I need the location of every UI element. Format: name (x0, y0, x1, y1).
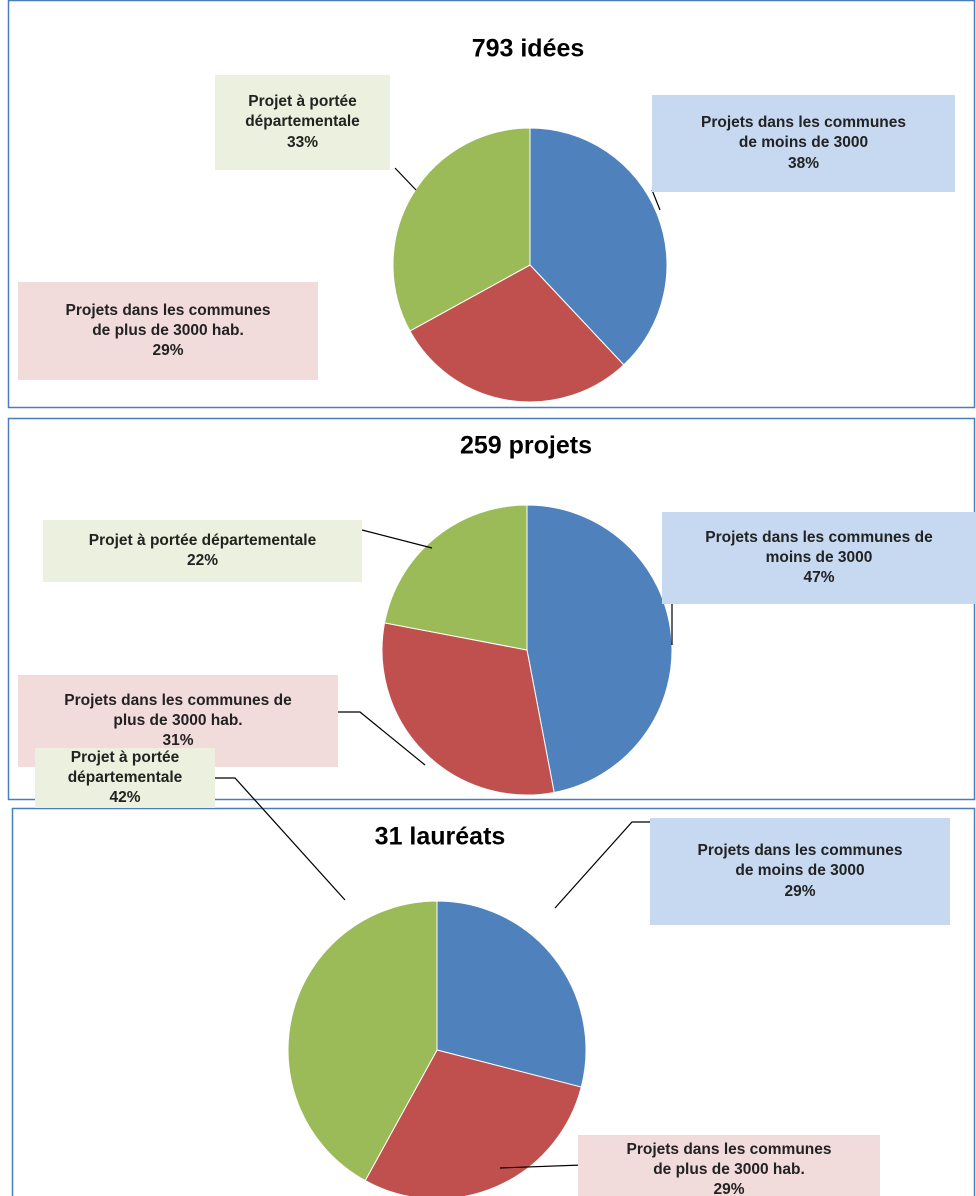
pie-slice (529, 127, 668, 366)
pie-slice (381, 622, 555, 796)
category-label: Projets dans les communes de plus de 300… (64, 691, 292, 729)
category-label: Projet à portée départementale (67, 748, 183, 786)
chart-title: 31 lauréats (375, 823, 506, 851)
category-label: Projets dans les communes de moins de 30… (705, 528, 933, 566)
pie-slice (436, 900, 587, 1088)
label-text: Projets dans les communes de plus de 300… (617, 1140, 842, 1196)
leader-line (554, 821, 650, 909)
value-label: 42% (109, 789, 141, 807)
data-label: Projet à portée départementale 33% (215, 75, 390, 170)
value-label: 29% (713, 1181, 745, 1196)
data-label: Projet à portée départementale 42% (35, 748, 215, 808)
pie-slice (526, 504, 673, 794)
label-text: Projet à portée départementale 42% (55, 748, 195, 808)
value-label: 31% (162, 732, 194, 750)
leader-line (361, 529, 433, 549)
data-label: Projets dans les communes de plus de 300… (18, 282, 318, 380)
panel-border (7, 0, 976, 409)
chart-title: 793 idées (472, 35, 585, 63)
label-text: Projets dans les communes de moins de 30… (689, 528, 949, 588)
value-label: 29% (784, 882, 816, 900)
label-text: Projet à portée départementale 33% (233, 92, 373, 152)
data-label: Projets dans les communes de plus de 300… (578, 1135, 880, 1196)
label-text: Projets dans les communes de moins de 30… (688, 841, 913, 901)
value-label: 38% (787, 154, 820, 172)
leader-line (394, 167, 417, 191)
value-label: 29% (152, 342, 184, 360)
leader-line (651, 189, 661, 211)
data-label: Projet à portée départementale 22% (43, 520, 362, 582)
data-label: Projets dans les communes de moins de 30… (650, 818, 950, 925)
pie-slice (392, 127, 531, 332)
leader-line (338, 711, 426, 766)
value-label: 33% (286, 133, 319, 151)
value-label: 22% (186, 552, 219, 569)
leader-line (499, 1164, 583, 1169)
data-label: Projets dans les communes de moins de 30… (652, 95, 955, 192)
category-label: Projets dans les communes de moins de 30… (697, 842, 903, 880)
label-text: Projets dans les communes de plus de 300… (48, 691, 308, 751)
data-label: Projets dans les communes de moins de 30… (662, 512, 976, 604)
panel-border (7, 417, 976, 801)
label-text: Projet à portée départementale 22% (48, 531, 358, 571)
value-label: 47% (803, 569, 835, 587)
category-label: Projets dans les communes de plus de 300… (65, 301, 271, 339)
category-label: Projet à portée départementale (245, 93, 360, 131)
pie-slice (409, 264, 625, 403)
pie-slice (287, 900, 438, 1182)
chart-title: 259 projets (460, 432, 592, 460)
leader-line (215, 777, 346, 901)
category-label: Projet à portée départementale (88, 531, 317, 549)
pie-slice (364, 1049, 582, 1196)
pie-slice (383, 504, 528, 651)
category-label: Projets dans les communes de moins de 30… (700, 114, 907, 152)
label-text: Projets dans les communes de plus de 300… (56, 301, 281, 361)
label-text: Projets dans les communes de moins de 30… (691, 113, 916, 173)
panel-border (11, 807, 976, 1196)
category-label: Projets dans les communes de plus de 300… (626, 1140, 832, 1178)
